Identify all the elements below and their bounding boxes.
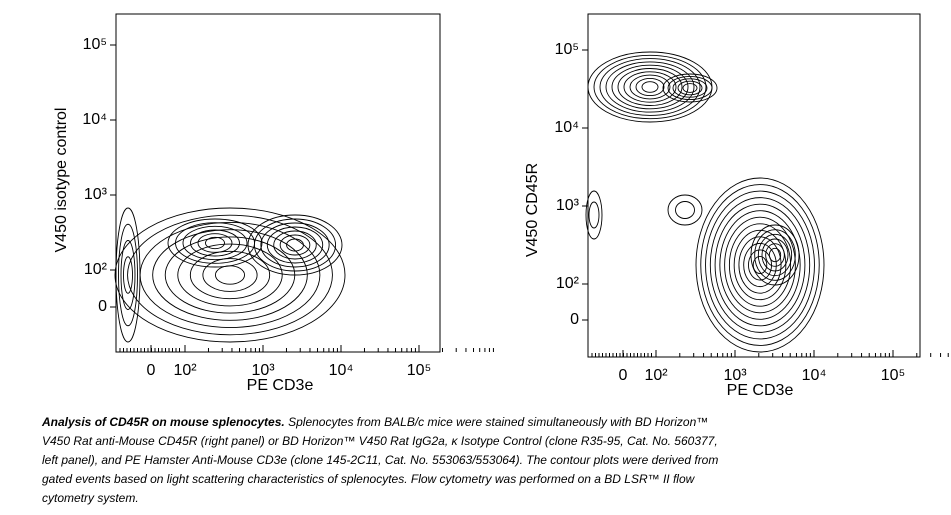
contour-line bbox=[695, 177, 825, 353]
contour-line bbox=[279, 234, 311, 256]
x-axis-label: PE CD3e bbox=[247, 377, 314, 394]
x-tick-label: 10³ bbox=[723, 367, 747, 384]
contour-line bbox=[605, 61, 695, 113]
y-tick-label: 10⁴ bbox=[554, 119, 579, 136]
contour-line bbox=[205, 236, 225, 250]
contour-line bbox=[177, 243, 283, 307]
y-tick-label: 10³ bbox=[556, 197, 580, 214]
contour-line bbox=[182, 225, 248, 261]
y-tick-label: 0 bbox=[98, 298, 107, 315]
contour-line bbox=[617, 68, 683, 106]
contour-line bbox=[202, 258, 258, 292]
contour-line bbox=[675, 201, 695, 219]
contour-line bbox=[714, 203, 806, 327]
contour-line bbox=[761, 238, 789, 272]
contour-line bbox=[123, 256, 133, 294]
contour-line bbox=[667, 194, 703, 226]
contour-line bbox=[709, 197, 811, 333]
y-axis-label: V450 CD45R bbox=[524, 163, 541, 257]
caption-title: Analysis of CD45R on mouse splenocytes. bbox=[42, 415, 285, 429]
contour-line bbox=[752, 256, 768, 274]
contour-line bbox=[273, 230, 317, 260]
x-tick-label: 0 bbox=[619, 367, 628, 384]
contour-line bbox=[641, 81, 659, 93]
contour-line bbox=[768, 247, 782, 263]
contour-line bbox=[585, 190, 603, 240]
contour-line bbox=[629, 74, 671, 100]
y-tick-label: 10² bbox=[84, 261, 108, 278]
x-tick-label: 10⁵ bbox=[881, 367, 905, 384]
contour-line bbox=[757, 233, 793, 277]
y-tick-label: 10⁵ bbox=[555, 41, 579, 58]
contour-line bbox=[152, 229, 308, 321]
caption: Analysis of CD45R on mouse splenocytes. … bbox=[42, 413, 922, 508]
x-tick-label: 10⁴ bbox=[802, 367, 827, 384]
x-axis-label: PE CD3e bbox=[727, 382, 794, 399]
caption-line: V450 Rat anti-Mouse CD45R (right panel) … bbox=[42, 434, 718, 448]
contour-line bbox=[175, 222, 255, 264]
contour-line bbox=[247, 214, 343, 276]
contour-line bbox=[190, 229, 240, 257]
contour-line bbox=[733, 229, 787, 301]
contour-line bbox=[599, 58, 701, 116]
caption-line: gated events based on light scattering c… bbox=[42, 472, 695, 486]
contour-line bbox=[120, 240, 136, 310]
caption-line: left panel), and PE Hamster Anti-Mouse C… bbox=[42, 453, 719, 467]
contour-line bbox=[667, 75, 713, 101]
y-tick-label: 10³ bbox=[84, 186, 108, 203]
contour-line bbox=[593, 54, 707, 120]
x-tick-label: 10³ bbox=[251, 362, 275, 379]
contour-line bbox=[738, 236, 782, 294]
panel-frame bbox=[587, 13, 921, 358]
contour-line bbox=[197, 233, 233, 253]
contour-line bbox=[724, 216, 796, 314]
contour-line bbox=[719, 210, 801, 320]
contour-line bbox=[588, 201, 600, 229]
contour-line bbox=[214, 265, 246, 285]
caption-line: Splenocytes from BALB/c mice were staine… bbox=[288, 415, 709, 429]
contour-line bbox=[623, 71, 677, 103]
x-tick-label: 10² bbox=[644, 367, 668, 384]
contour-line bbox=[677, 80, 703, 96]
contour-line bbox=[765, 243, 785, 267]
x-tick-label: 10⁵ bbox=[407, 362, 431, 379]
contour-line bbox=[115, 207, 141, 343]
contour-line bbox=[266, 226, 324, 264]
contours bbox=[114, 51, 825, 353]
contour-line bbox=[189, 250, 271, 300]
contour-line bbox=[705, 190, 815, 340]
panel-frame bbox=[115, 13, 441, 353]
y-tick-label: 10⁵ bbox=[83, 36, 107, 53]
contour-line bbox=[700, 184, 820, 346]
contour-line bbox=[754, 229, 796, 281]
contour-line bbox=[114, 207, 346, 343]
contour-line bbox=[253, 218, 337, 272]
contour-line bbox=[743, 242, 777, 288]
contour-line bbox=[587, 51, 713, 123]
contour-line bbox=[728, 223, 792, 307]
contour-line bbox=[682, 83, 698, 93]
contour-line bbox=[286, 238, 304, 252]
contour-line bbox=[127, 214, 333, 336]
contour-line bbox=[748, 249, 772, 281]
contour-line bbox=[672, 78, 708, 98]
figure: 0 10² 10³ 10⁴ 10⁵ 0 10² 10³ 10⁴ 10⁵ PE CD3e V450 is… bbox=[53, 13, 949, 399]
y-axis-label: V450 isotype control bbox=[53, 108, 70, 253]
contour-line bbox=[167, 218, 263, 268]
contour-line bbox=[635, 77, 665, 97]
contour-line bbox=[750, 224, 800, 286]
contour-line bbox=[260, 222, 330, 268]
y-tick-label: 10⁴ bbox=[82, 111, 107, 128]
y-tick-label: 10² bbox=[556, 275, 580, 292]
contour-line bbox=[118, 223, 138, 327]
contour-line bbox=[662, 73, 718, 103]
y-tick-label: 0 bbox=[570, 311, 579, 328]
x-tick-label: 10⁴ bbox=[329, 362, 354, 379]
x-tick-label: 0 bbox=[147, 362, 156, 379]
caption-line: cytometry system. bbox=[42, 491, 139, 505]
contour-line bbox=[611, 64, 689, 110]
x-tick-label: 10² bbox=[173, 362, 197, 379]
